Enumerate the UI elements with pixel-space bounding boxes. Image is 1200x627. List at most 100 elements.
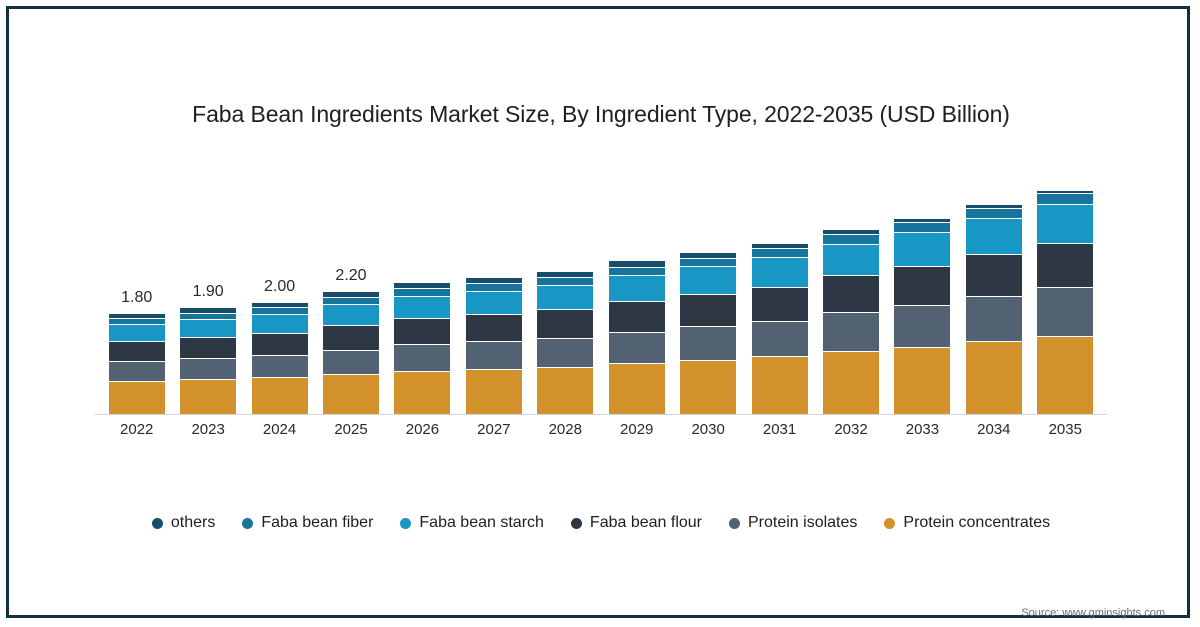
bar-group[interactable] [823,230,879,414]
bar-segment-protein-concentrates[interactable] [965,342,1022,414]
bar-segment-faba-bean-starch[interactable] [323,304,379,327]
bar-segment-others[interactable] [180,308,237,314]
bar-segment-faba-bean-starch[interactable] [465,291,522,315]
bar-segment-faba-bean-flour[interactable] [894,266,951,306]
bar-segment-others[interactable] [465,277,522,284]
bar-segment-protein-isolates[interactable] [1037,288,1094,337]
bar-segment-others[interactable] [965,205,1022,209]
bar-segment-faba-bean-fiber[interactable] [751,249,808,259]
bar-segment-faba-bean-flour[interactable] [965,255,1022,298]
bar-segment-faba-bean-starch[interactable] [180,319,237,338]
bar-group[interactable] [537,272,594,414]
bar-segment-faba-bean-flour[interactable] [465,314,522,343]
bar-segment-protein-isolates[interactable] [108,361,165,382]
legend-item-protein-isolates[interactable]: Protein isolates [729,514,857,532]
bar-segment-protein-isolates[interactable] [323,350,379,376]
bar-stack[interactable] [965,205,1022,414]
bar-segment-faba-bean-fiber[interactable] [180,313,237,320]
bar-segment-faba-bean-flour[interactable] [323,326,379,351]
bar-stack[interactable] [323,291,379,415]
bar-segment-protein-concentrates[interactable] [251,378,308,414]
bar-segment-others[interactable] [894,219,951,224]
bar-segment-protein-concentrates[interactable] [823,352,879,414]
bar-segment-faba-bean-fiber[interactable] [608,267,665,276]
bar-segment-faba-bean-flour[interactable] [180,337,237,359]
bar-segment-others[interactable] [323,291,379,298]
bar-stack[interactable] [823,230,879,414]
bar-stack[interactable] [180,308,237,414]
bar-stack[interactable] [1037,191,1094,414]
bar-segment-faba-bean-starch[interactable] [965,219,1022,256]
bar-group[interactable] [394,283,451,414]
bar-group[interactable] [465,277,522,414]
bar-segment-faba-bean-flour[interactable] [394,318,451,345]
bar-segment-others[interactable] [537,272,594,279]
bar-segment-protein-concentrates[interactable] [537,367,594,414]
bar-segment-protein-isolates[interactable] [965,297,1022,343]
legend-item-protein-concentrates[interactable]: Protein concentrates [884,514,1050,532]
bar-segment-faba-bean-fiber[interactable] [537,278,594,286]
bar-segment-faba-bean-starch[interactable] [608,275,665,303]
bar-segment-protein-isolates[interactable] [608,332,665,364]
bar-group[interactable]: 1.80 [108,289,165,414]
bar-group[interactable] [965,205,1022,414]
bar-segment-protein-isolates[interactable] [751,321,808,358]
bar-segment-faba-bean-starch[interactable] [108,324,165,342]
bar-segment-protein-isolates[interactable] [537,338,594,368]
bar-segment-protein-concentrates[interactable] [608,363,665,414]
legend-item-faba-bean-starch[interactable]: Faba bean starch [400,514,544,532]
bar-segment-protein-isolates[interactable] [251,356,308,379]
bar-group[interactable] [608,260,665,414]
bar-segment-faba-bean-fiber[interactable] [823,235,879,245]
bar-segment-faba-bean-fiber[interactable] [1037,193,1094,205]
bar-stack[interactable] [465,277,522,414]
bar-segment-others[interactable] [608,260,665,268]
bar-segment-others[interactable] [823,230,879,236]
bar-stack[interactable] [608,260,665,414]
bar-segment-protein-isolates[interactable] [465,342,522,370]
bar-group[interactable] [894,219,951,414]
bar-segment-protein-isolates[interactable] [823,313,879,353]
bar-segment-faba-bean-fiber[interactable] [680,258,737,267]
bar-segment-faba-bean-fiber[interactable] [394,289,451,297]
bar-segment-others[interactable] [1037,191,1094,194]
bar-segment-others[interactable] [751,244,808,250]
bar-group[interactable]: 2.20 [323,267,379,415]
bar-segment-others[interactable] [108,313,165,320]
bar-segment-protein-concentrates[interactable] [465,369,522,414]
bar-group[interactable] [1037,191,1094,414]
bar-segment-others[interactable] [680,252,737,259]
bar-segment-protein-isolates[interactable] [394,344,451,372]
bar-segment-protein-concentrates[interactable] [323,375,379,414]
legend-item-faba-bean-flour[interactable]: Faba bean flour [570,514,702,532]
bar-segment-protein-isolates[interactable] [680,327,737,361]
bar-segment-protein-isolates[interactable] [894,305,951,348]
legend-item-others[interactable]: others [151,514,215,532]
bar-segment-others[interactable] [394,283,451,290]
bar-segment-protein-concentrates[interactable] [751,357,808,414]
bar-segment-protein-concentrates[interactable] [680,360,737,414]
bar-segment-faba-bean-starch[interactable] [894,233,951,267]
bar-group[interactable]: 1.90 [180,283,237,414]
bar-segment-faba-bean-flour[interactable] [108,341,165,362]
bar-stack[interactable] [108,313,165,414]
bar-segment-faba-bean-starch[interactable] [751,258,808,288]
bar-segment-protein-concentrates[interactable] [1037,336,1094,414]
bar-segment-faba-bean-starch[interactable] [680,267,737,295]
legend-item-faba-bean-fiber[interactable]: Faba bean fiber [242,514,373,532]
bar-segment-faba-bean-flour[interactable] [1037,243,1094,289]
bar-group[interactable] [751,244,808,414]
bar-segment-protein-concentrates[interactable] [180,380,237,414]
bar-group[interactable] [680,252,737,414]
bar-segment-faba-bean-starch[interactable] [823,244,879,277]
bar-segment-faba-bean-fiber[interactable] [108,319,165,325]
bar-segment-protein-isolates[interactable] [180,358,237,381]
bar-segment-faba-bean-fiber[interactable] [965,208,1022,220]
bar-segment-faba-bean-flour[interactable] [751,287,808,322]
bar-segment-faba-bean-starch[interactable] [394,296,451,319]
bar-segment-faba-bean-flour[interactable] [823,276,879,314]
bar-segment-faba-bean-flour[interactable] [680,294,737,328]
bar-segment-protein-concentrates[interactable] [108,381,165,414]
bar-stack[interactable] [394,283,451,414]
bar-stack[interactable] [751,244,808,414]
